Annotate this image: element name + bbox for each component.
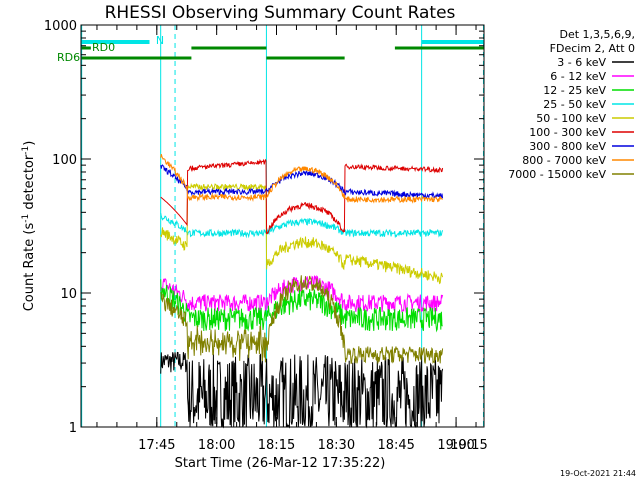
chart-title: RHESSI Observing Summary Count Rates (105, 3, 456, 23)
series-line (160, 212, 444, 239)
legend-header: Det 1,3,5,6,9, (559, 28, 635, 41)
legend-entry-label: 25 - 50 keV (543, 98, 606, 111)
x-tick-label: 19:00 (437, 438, 474, 453)
series-line (160, 158, 444, 235)
y-tick-label: 1 (69, 421, 77, 436)
y-axis-label-end: ) (22, 141, 37, 146)
y-axis-label-mid: detector (22, 154, 37, 214)
x-axis-label: Start Time (26-Mar-12 17:35:22) (175, 456, 386, 471)
x-tick-label: 18:00 (198, 438, 235, 453)
x-tick-label: 18:15 (258, 438, 295, 453)
timestamp: 19-Oct-2021 21:44 (560, 469, 636, 478)
legend-entry-label: 3 - 6 keV (557, 56, 606, 69)
legend-entry-label: 12 - 25 keV (543, 84, 606, 97)
legend: Det 1,3,5,6,9,FDecim 2, Att 03 - 6 keV6 … (508, 28, 635, 181)
series-line (160, 279, 443, 333)
legend-entry-label: 7000 - 15000 keV (508, 168, 606, 181)
y-axis: 1 10 100 1000 (44, 19, 484, 436)
series-layer (160, 153, 444, 429)
night-flag-label: N (156, 34, 164, 47)
legend-entry-label: 300 - 800 keV (529, 140, 606, 153)
series-line (160, 351, 444, 429)
x-tick-label: 18:45 (377, 438, 414, 453)
x-tick-label: 19:15 (450, 438, 487, 453)
series-line (160, 275, 444, 364)
y-tick-label: 10 (60, 287, 77, 302)
y-tick-label: 100 (52, 153, 77, 168)
observing-flags: N RD0 RD6 (57, 34, 484, 64)
series-line (160, 182, 444, 285)
y-axis-label-main: Count Rate (s (22, 223, 37, 312)
legend-entry-label: 50 - 100 keV (536, 112, 606, 125)
series-line (160, 153, 443, 204)
series-line (160, 164, 444, 199)
x-tick-label: 18:30 (318, 438, 355, 453)
y-axis-label-exp1: -1 (21, 214, 31, 223)
y-tick-label: 1000 (44, 19, 77, 34)
rd6-flag-label: RD6 (57, 51, 80, 64)
legend-entry-label: 6 - 12 keV (550, 70, 606, 83)
y-axis-label-exp2: -1 (21, 146, 31, 155)
rd0-flag-label: RD0 (92, 41, 115, 54)
plot-frame (80, 24, 485, 428)
y-axis-label: Count Rate (s-1 detector-1) (21, 141, 37, 312)
legend-entry-label: 100 - 300 keV (529, 126, 606, 139)
legend-header: FDecim 2, Att 0 (550, 42, 635, 55)
legend-entry-label: 800 - 7000 keV (522, 154, 606, 167)
x-tick-label: 17:45 (138, 438, 175, 453)
